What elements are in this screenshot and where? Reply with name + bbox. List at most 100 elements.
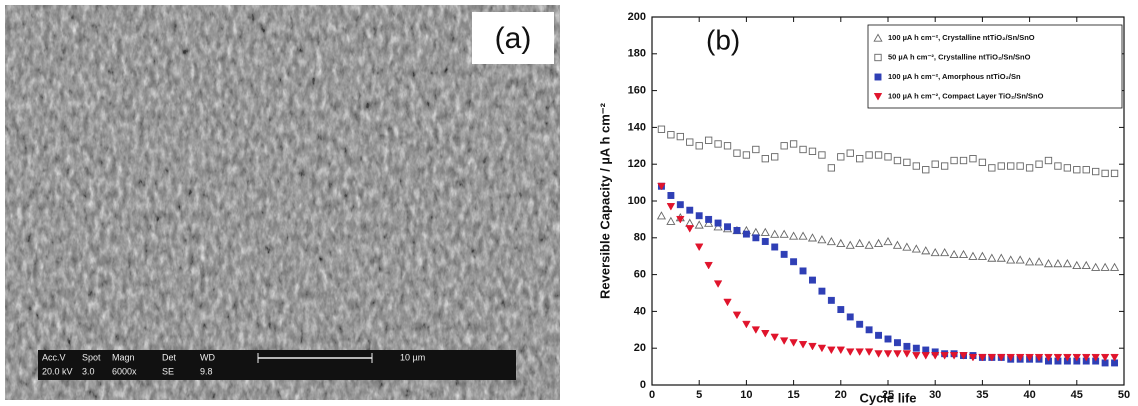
- marker: [818, 151, 826, 159]
- marker: [968, 251, 978, 260]
- marker: [789, 231, 799, 240]
- marker: [978, 353, 987, 362]
- marker: [752, 145, 760, 154]
- marker: [1081, 260, 1091, 270]
- info-value: 3.0: [82, 366, 95, 376]
- marker: [1073, 166, 1081, 174]
- marker: [666, 203, 676, 211]
- marker: [704, 261, 713, 270]
- marker: [779, 337, 789, 345]
- marker: [912, 162, 920, 170]
- marker: [959, 156, 968, 165]
- legend-label: 100 µA h cm⁻², Compact Layer TiO₂/Sn/SnO: [888, 91, 1044, 100]
- marker: [865, 326, 873, 334]
- marker: [713, 222, 723, 231]
- marker: [770, 229, 780, 238]
- marker: [959, 352, 968, 360]
- marker: [770, 333, 779, 342]
- marker: [732, 311, 742, 320]
- y-tick-label: 100: [628, 195, 646, 207]
- marker: [864, 348, 874, 356]
- marker: [1082, 166, 1090, 174]
- marker: [1025, 257, 1035, 266]
- marker: [997, 162, 1005, 170]
- marker: [1006, 353, 1015, 362]
- marker: [705, 215, 713, 223]
- marker: [751, 326, 761, 334]
- marker: [912, 352, 921, 360]
- marker: [884, 153, 892, 161]
- marker: [761, 330, 770, 338]
- marker: [713, 280, 723, 288]
- chart: 0 20 40 60 80 100 120 140 160 180 200 0 5 10 15 20 25 30 3…: [597, 11, 1130, 406]
- marker: [1092, 167, 1100, 176]
- marker: [883, 350, 893, 358]
- y-tick-label: 160: [628, 85, 646, 97]
- x-tick-label: 20: [835, 389, 847, 401]
- marker: [911, 244, 921, 253]
- info-header: Spot: [82, 352, 101, 362]
- marker: [676, 132, 684, 141]
- marker: [1015, 353, 1025, 362]
- marker: [978, 158, 987, 167]
- marker: [1072, 260, 1082, 270]
- marker: [1015, 255, 1025, 264]
- marker: [817, 344, 827, 353]
- sem-texture: [5, 5, 560, 400]
- marker: [676, 201, 684, 209]
- marker: [818, 287, 826, 295]
- marker: [997, 353, 1006, 362]
- marker: [996, 253, 1006, 262]
- marker: [695, 142, 703, 150]
- marker: [761, 155, 769, 163]
- marker: [968, 353, 978, 362]
- marker: [1006, 255, 1016, 264]
- info-value: 20.0 kV: [42, 366, 73, 376]
- marker: [950, 156, 958, 165]
- marker: [723, 142, 732, 150]
- legend-marker: [874, 53, 882, 62]
- marker: [694, 243, 704, 252]
- marker: [780, 142, 788, 150]
- marker: [892, 240, 903, 249]
- marker: [704, 136, 713, 144]
- marker: [1053, 259, 1063, 268]
- marker: [987, 253, 997, 262]
- marker: [676, 215, 685, 224]
- marker: [977, 251, 987, 260]
- info-header: WD: [200, 352, 215, 362]
- marker: [779, 229, 789, 238]
- marker: [940, 247, 950, 257]
- marker: [667, 131, 675, 139]
- marker: [656, 211, 667, 220]
- marker: [846, 348, 855, 356]
- marker: [657, 182, 666, 191]
- marker: [1091, 353, 1100, 362]
- legend-label: 100 µA h cm⁻², Crystalline ntTiO₂/Sn/SnO: [888, 33, 1035, 42]
- marker: [807, 233, 818, 242]
- marker: [827, 346, 836, 355]
- marker: [704, 218, 714, 227]
- marker: [1007, 162, 1015, 170]
- marker: [817, 235, 827, 244]
- marker: [874, 151, 883, 159]
- y-tick-label: 80: [634, 232, 646, 244]
- marker: [1101, 169, 1109, 178]
- marker: [808, 147, 817, 155]
- marker: [789, 339, 798, 347]
- legend-label: 100 µA h cm⁻², Amorphous ntTiO₂/Sn: [888, 72, 1021, 81]
- marker: [1035, 160, 1043, 168]
- marker: [864, 240, 874, 249]
- annotation: (b): [706, 24, 740, 55]
- x-tick-label: 40: [1023, 389, 1035, 401]
- marker: [733, 149, 741, 157]
- marker: [837, 153, 845, 161]
- marker: [865, 151, 873, 159]
- marker: [752, 234, 760, 242]
- x-tick-label: 35: [976, 389, 988, 401]
- info-header: Acc.V: [42, 352, 66, 362]
- marker: [799, 267, 807, 275]
- marker: [836, 346, 846, 355]
- sem-image-panel: (a) 10 µm: [5, 5, 560, 400]
